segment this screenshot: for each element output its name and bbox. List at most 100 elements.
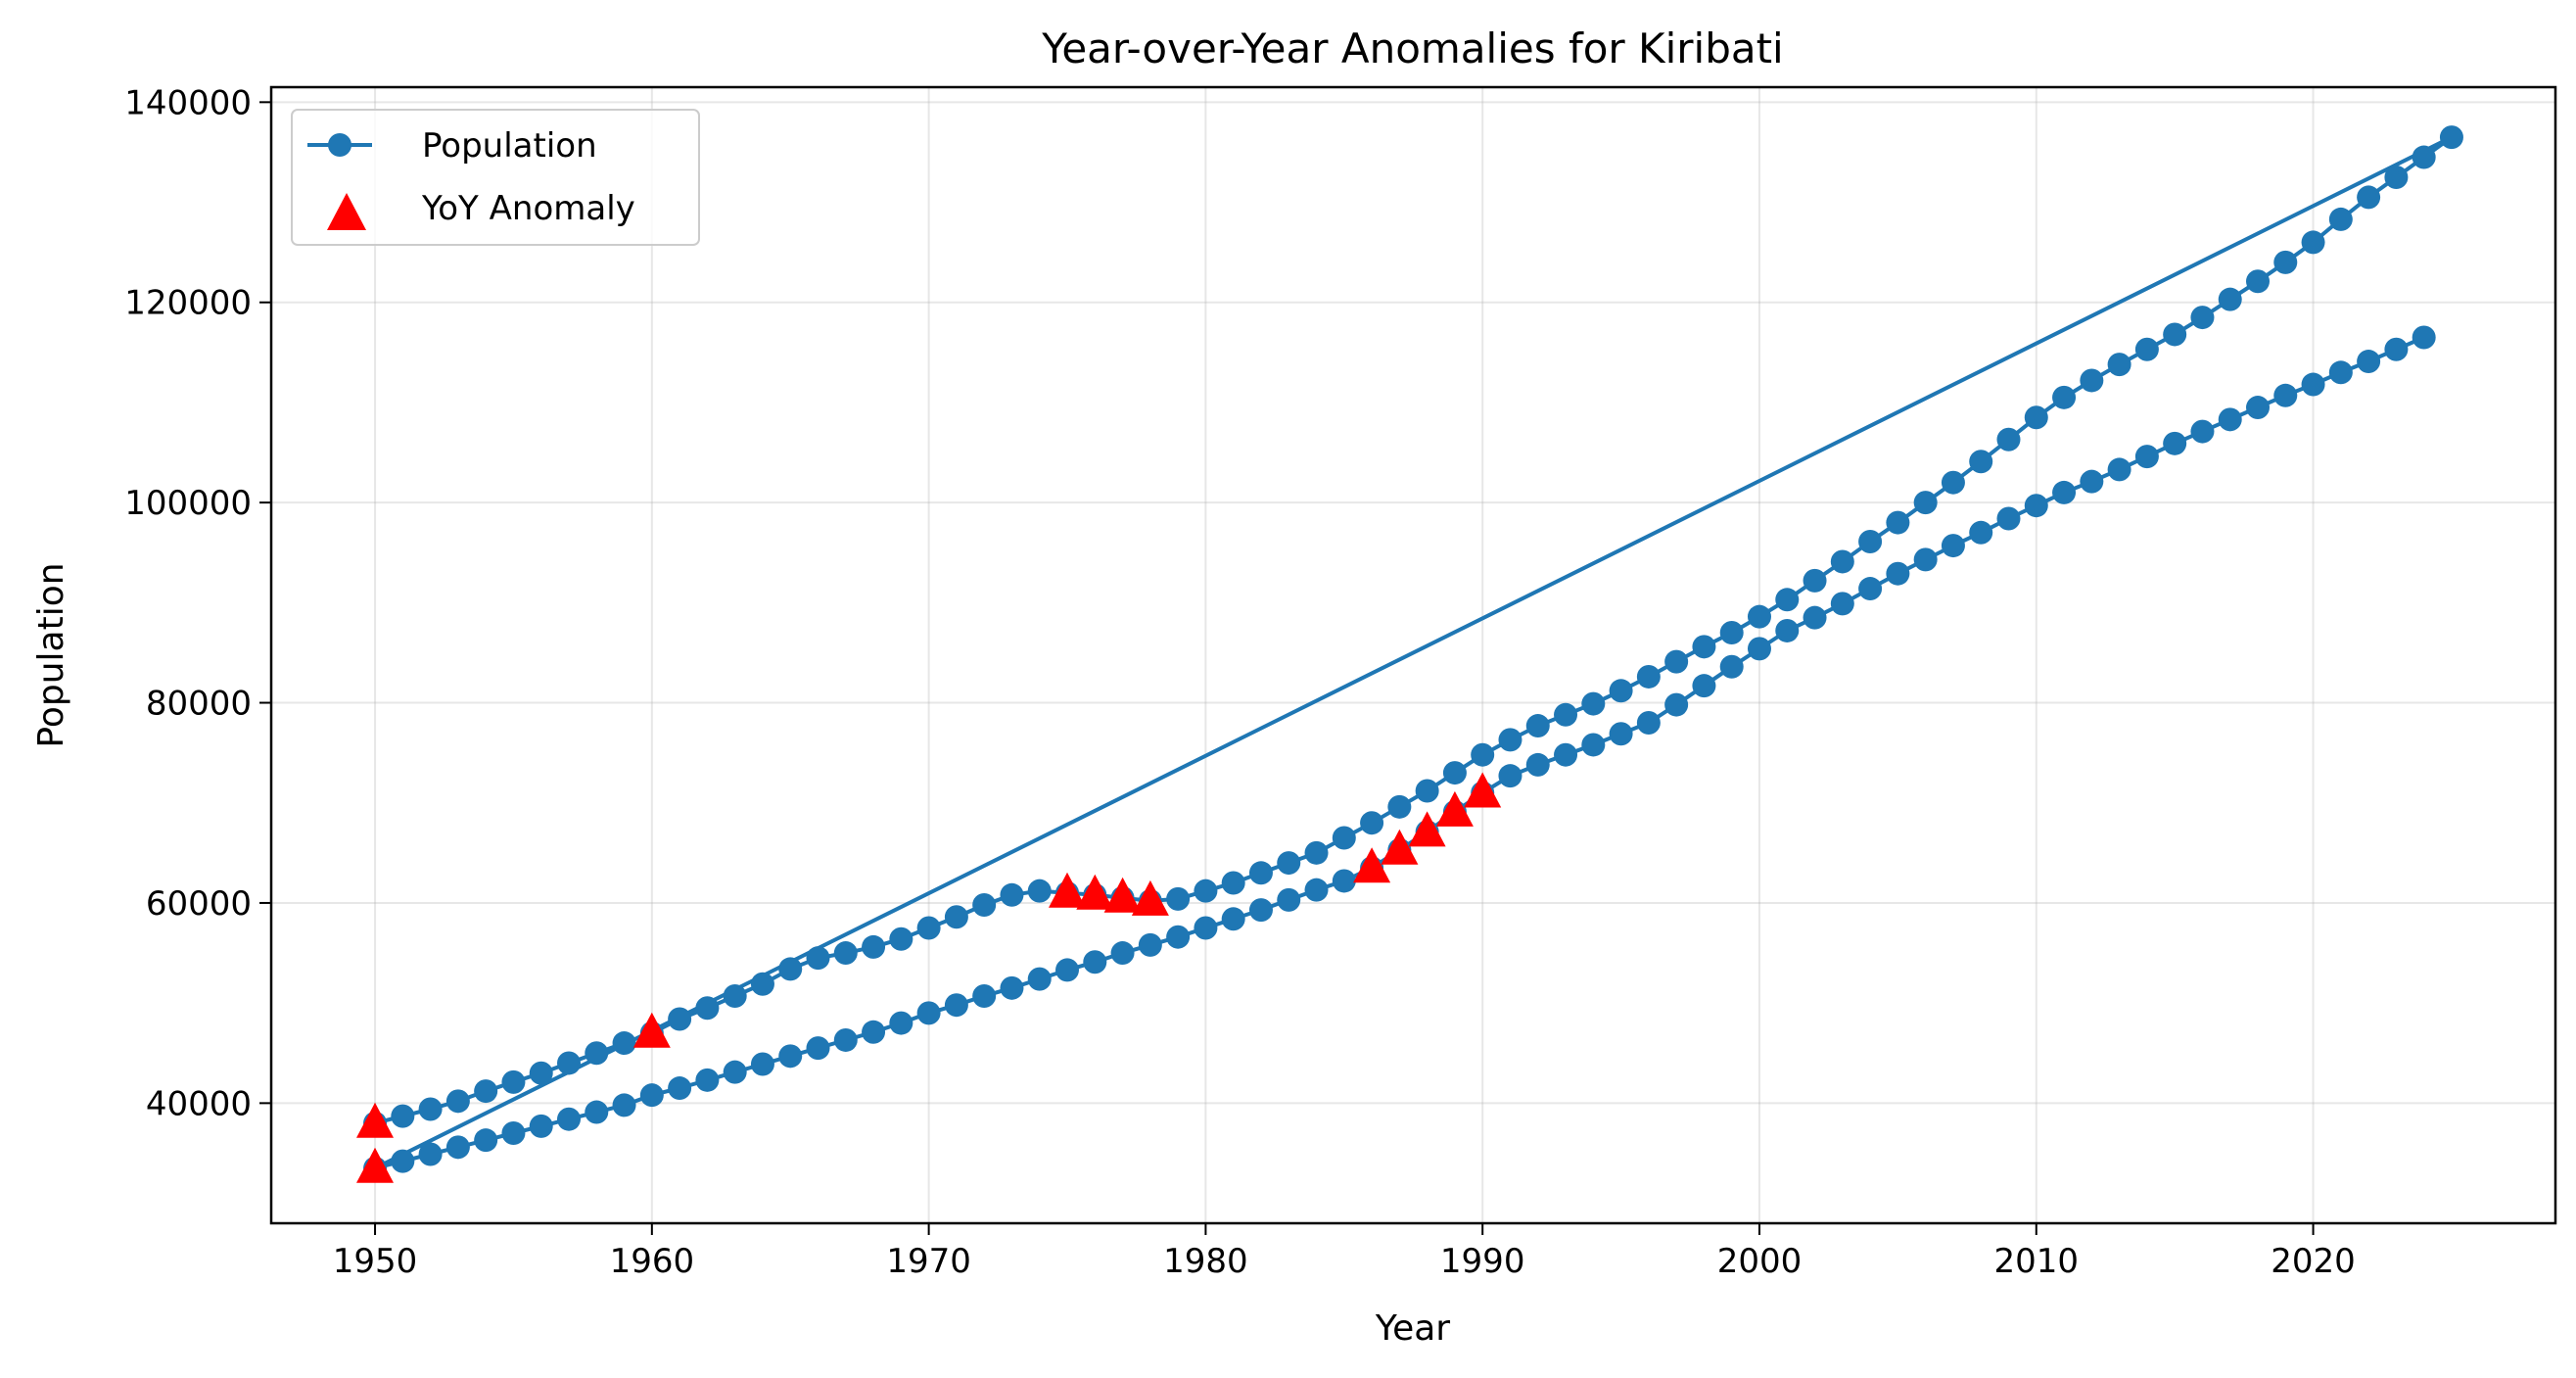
population-point	[529, 1061, 553, 1085]
population-point	[1554, 742, 1578, 767]
population-point	[1969, 520, 1993, 545]
population-point	[778, 1044, 803, 1069]
population-point	[418, 1142, 443, 1166]
population-point	[806, 946, 830, 971]
population-point	[1969, 450, 1993, 474]
population-point	[1664, 649, 1689, 674]
population-point	[1277, 851, 1301, 876]
y-axis-label: Population	[31, 562, 71, 747]
population-point	[501, 1121, 526, 1146]
y-tick-label: 60000	[146, 884, 252, 924]
population-point	[1664, 692, 1689, 717]
population-point	[1304, 840, 1329, 865]
population-point	[1332, 869, 1356, 893]
population-point	[1775, 618, 1800, 642]
population-point	[1803, 568, 1827, 593]
population-point	[695, 996, 720, 1021]
population-point	[2190, 419, 2215, 444]
legend-anomaly-label: YoY Anomaly	[421, 189, 635, 228]
population-point	[1248, 898, 1273, 923]
anomaly-marker	[1103, 877, 1142, 913]
anomaly-marker	[1049, 872, 1086, 908]
population-point	[750, 972, 774, 996]
population-point	[1360, 811, 1384, 835]
anomaly-marker	[1435, 790, 1474, 827]
series-layer	[363, 125, 2463, 1180]
population-point	[2412, 145, 2436, 169]
population-point	[1194, 879, 1218, 903]
population-point	[1387, 794, 1412, 819]
population-point	[1110, 941, 1135, 966]
population-point	[1442, 761, 1467, 785]
population-point	[1886, 510, 1910, 535]
population-point	[750, 1052, 774, 1076]
population-point	[2273, 250, 2298, 274]
population-point	[833, 1027, 858, 1052]
population-point	[2024, 405, 2048, 430]
y-tick-label: 40000	[146, 1084, 252, 1123]
population-point	[1083, 950, 1107, 974]
population-point	[916, 1001, 941, 1025]
population-point	[1055, 958, 1080, 982]
population-point	[668, 1076, 692, 1101]
population-point	[2384, 337, 2409, 361]
population-point	[972, 892, 997, 917]
anomaly-marker	[1353, 847, 1391, 883]
population-point	[1719, 654, 1744, 679]
population-point	[1858, 577, 1883, 601]
population-point	[639, 1083, 664, 1108]
population-point	[1027, 967, 1052, 991]
population-point	[1525, 752, 1550, 777]
population-point	[1304, 878, 1329, 902]
anomaly-marker	[632, 1012, 671, 1048]
population-point	[2024, 494, 2048, 518]
population-point	[556, 1107, 581, 1131]
population-point	[1166, 886, 1191, 911]
population-point	[1498, 728, 1522, 752]
population-point	[612, 1031, 636, 1056]
population-point	[1194, 916, 1218, 940]
population-point	[1554, 702, 1578, 727]
population-point	[2273, 383, 2298, 407]
population-point	[1609, 679, 1633, 703]
population-point	[1941, 470, 1965, 495]
anomaly-layer	[356, 772, 1502, 1183]
population-point	[916, 916, 941, 940]
population-point	[1747, 637, 1771, 661]
population-point	[2357, 185, 2381, 210]
population-point	[1830, 592, 1854, 616]
population-point	[2134, 445, 2159, 469]
population-point	[1775, 588, 1800, 612]
population-point	[1913, 491, 1938, 515]
y-tick-label: 100000	[124, 484, 252, 523]
population-point	[2218, 287, 2242, 311]
x-tick-label: 1990	[1440, 1242, 1525, 1281]
x-axis: 1950 1960 1970 1980 1990 2000 2010 2020	[333, 1223, 2356, 1281]
y-tick-label: 120000	[124, 284, 252, 323]
legend-frame	[291, 109, 700, 246]
population-point	[778, 957, 803, 981]
legend: Population YoY Anomaly	[291, 109, 700, 246]
x-tick-label: 2020	[2271, 1242, 2356, 1281]
population-point	[1221, 907, 1245, 931]
population-point	[889, 1011, 913, 1035]
population-point	[1332, 826, 1356, 850]
population-point	[2163, 322, 2187, 347]
population-point	[612, 1093, 636, 1117]
chart-title: Year-over-Year Anomalies for Kiribati	[1041, 24, 1783, 72]
x-tick-label: 1960	[610, 1242, 695, 1281]
population-point	[1886, 561, 1910, 586]
anomaly-marker	[1381, 829, 1419, 865]
population-point	[695, 1068, 720, 1092]
population-point	[2246, 396, 2271, 420]
population-point	[445, 1135, 470, 1160]
anomaly-marker	[1464, 772, 1502, 808]
population-point	[1609, 722, 1633, 746]
population-point	[1027, 879, 1052, 903]
population-point	[1996, 506, 2021, 531]
population-point	[806, 1036, 830, 1061]
population-point	[1941, 534, 1965, 558]
population-point	[1692, 635, 1716, 659]
population-point	[2246, 269, 2271, 294]
population-point	[2052, 385, 2077, 409]
